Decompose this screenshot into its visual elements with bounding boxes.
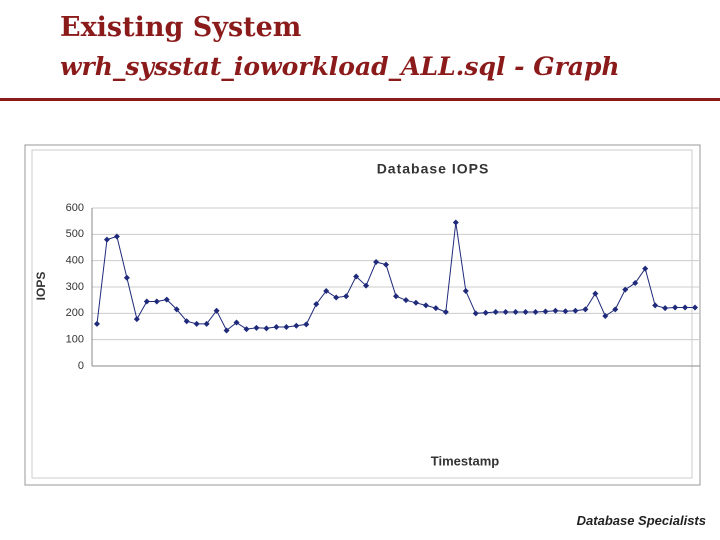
data-point bbox=[223, 327, 230, 334]
data-point bbox=[412, 299, 419, 306]
chart-frame bbox=[24, 144, 701, 486]
slide-subtitle: wrh_sysstat_ioworkload_ALL.sql - Graph bbox=[60, 52, 620, 81]
data-point bbox=[682, 304, 689, 311]
data-point bbox=[123, 274, 130, 281]
data-point bbox=[512, 309, 519, 316]
data-point bbox=[572, 307, 579, 314]
data-point bbox=[323, 287, 330, 294]
data-point bbox=[303, 321, 310, 328]
data-point bbox=[183, 318, 190, 325]
chart-title: Database IOPS bbox=[377, 161, 490, 177]
y-tick-label: 500 bbox=[66, 228, 84, 240]
data-point bbox=[662, 305, 669, 312]
data-point bbox=[652, 302, 659, 309]
y-tick-label: 300 bbox=[66, 281, 84, 293]
data-point bbox=[343, 293, 350, 300]
y-axis-label: IOPS bbox=[34, 272, 48, 301]
data-point bbox=[432, 305, 439, 312]
logo: Database Specialists bbox=[576, 513, 706, 528]
y-tick-label: 400 bbox=[66, 255, 84, 267]
data-point bbox=[622, 286, 629, 293]
data-point bbox=[273, 324, 280, 331]
data-point bbox=[522, 309, 529, 316]
data-point bbox=[203, 320, 210, 327]
data-point bbox=[582, 306, 589, 313]
data-point bbox=[243, 326, 250, 333]
data-point bbox=[333, 294, 340, 301]
data-point bbox=[383, 261, 390, 268]
data-point bbox=[313, 301, 320, 308]
data-point bbox=[552, 307, 559, 314]
data-point bbox=[363, 282, 370, 289]
data-point bbox=[472, 310, 479, 317]
data-point bbox=[373, 258, 380, 265]
data-point bbox=[562, 308, 569, 315]
data-point bbox=[163, 296, 170, 303]
data-point bbox=[492, 309, 499, 316]
data-point bbox=[482, 309, 489, 316]
data-point bbox=[402, 297, 409, 304]
data-point bbox=[502, 309, 509, 316]
y-tick-label: 0 bbox=[78, 360, 84, 372]
data-point bbox=[612, 306, 619, 313]
data-point bbox=[642, 265, 649, 272]
data-point bbox=[692, 304, 699, 311]
data-point bbox=[213, 307, 220, 314]
data-point bbox=[173, 306, 180, 313]
data-point bbox=[542, 308, 549, 315]
data-point bbox=[103, 236, 110, 243]
y-tick-label: 200 bbox=[66, 307, 84, 319]
title-rule bbox=[0, 98, 720, 101]
data-point bbox=[422, 302, 429, 309]
data-point bbox=[233, 319, 240, 326]
slide-title: Existing System bbox=[60, 12, 302, 43]
data-point bbox=[283, 324, 290, 331]
data-point bbox=[632, 280, 639, 287]
data-point bbox=[113, 233, 120, 240]
y-tick-label: 100 bbox=[66, 334, 84, 346]
y-tick-label: 600 bbox=[66, 202, 84, 214]
data-point bbox=[442, 309, 449, 316]
data-point bbox=[93, 320, 100, 327]
chart-area bbox=[31, 149, 693, 479]
x-axis-label: Timestamp bbox=[431, 453, 499, 468]
data-point bbox=[353, 273, 360, 280]
data-point bbox=[532, 309, 539, 316]
data-point bbox=[293, 322, 300, 329]
data-point bbox=[263, 325, 270, 332]
data-point bbox=[143, 298, 150, 305]
data-point bbox=[462, 287, 469, 294]
data-point bbox=[393, 293, 399, 300]
data-point bbox=[452, 219, 459, 226]
data-point bbox=[153, 298, 160, 305]
data-point bbox=[193, 320, 200, 327]
data-point bbox=[133, 316, 140, 323]
data-point bbox=[602, 312, 609, 319]
data-point bbox=[592, 290, 599, 297]
data-point bbox=[253, 324, 260, 331]
data-point bbox=[672, 304, 679, 311]
